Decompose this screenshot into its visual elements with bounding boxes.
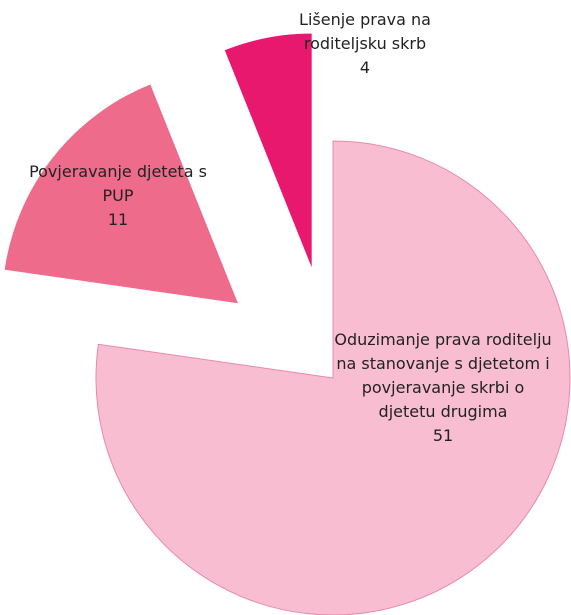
pie-slice (95, 140, 571, 615)
slice-category: Oduzimanje prava roditelju na stanovanje… (334, 330, 552, 421)
slice-value: 51 (432, 426, 454, 445)
slice-label: Oduzimanje prava roditelju na stanovanje… (333, 328, 553, 448)
slice-label: Lišenje prava na roditeljsku skrb 4 (275, 8, 455, 80)
slice-value: 4 (359, 58, 371, 77)
slice-category: Lišenje prava na roditeljsku skrb (299, 10, 431, 53)
slice-label: Povjeravanje djeteta s PUP 11 (28, 160, 208, 232)
slice-value: 11 (107, 210, 129, 229)
slice-category: Povjeravanje djeteta s PUP (29, 162, 207, 205)
pie-slice (223, 32, 313, 271)
pie-slice (3, 83, 240, 305)
